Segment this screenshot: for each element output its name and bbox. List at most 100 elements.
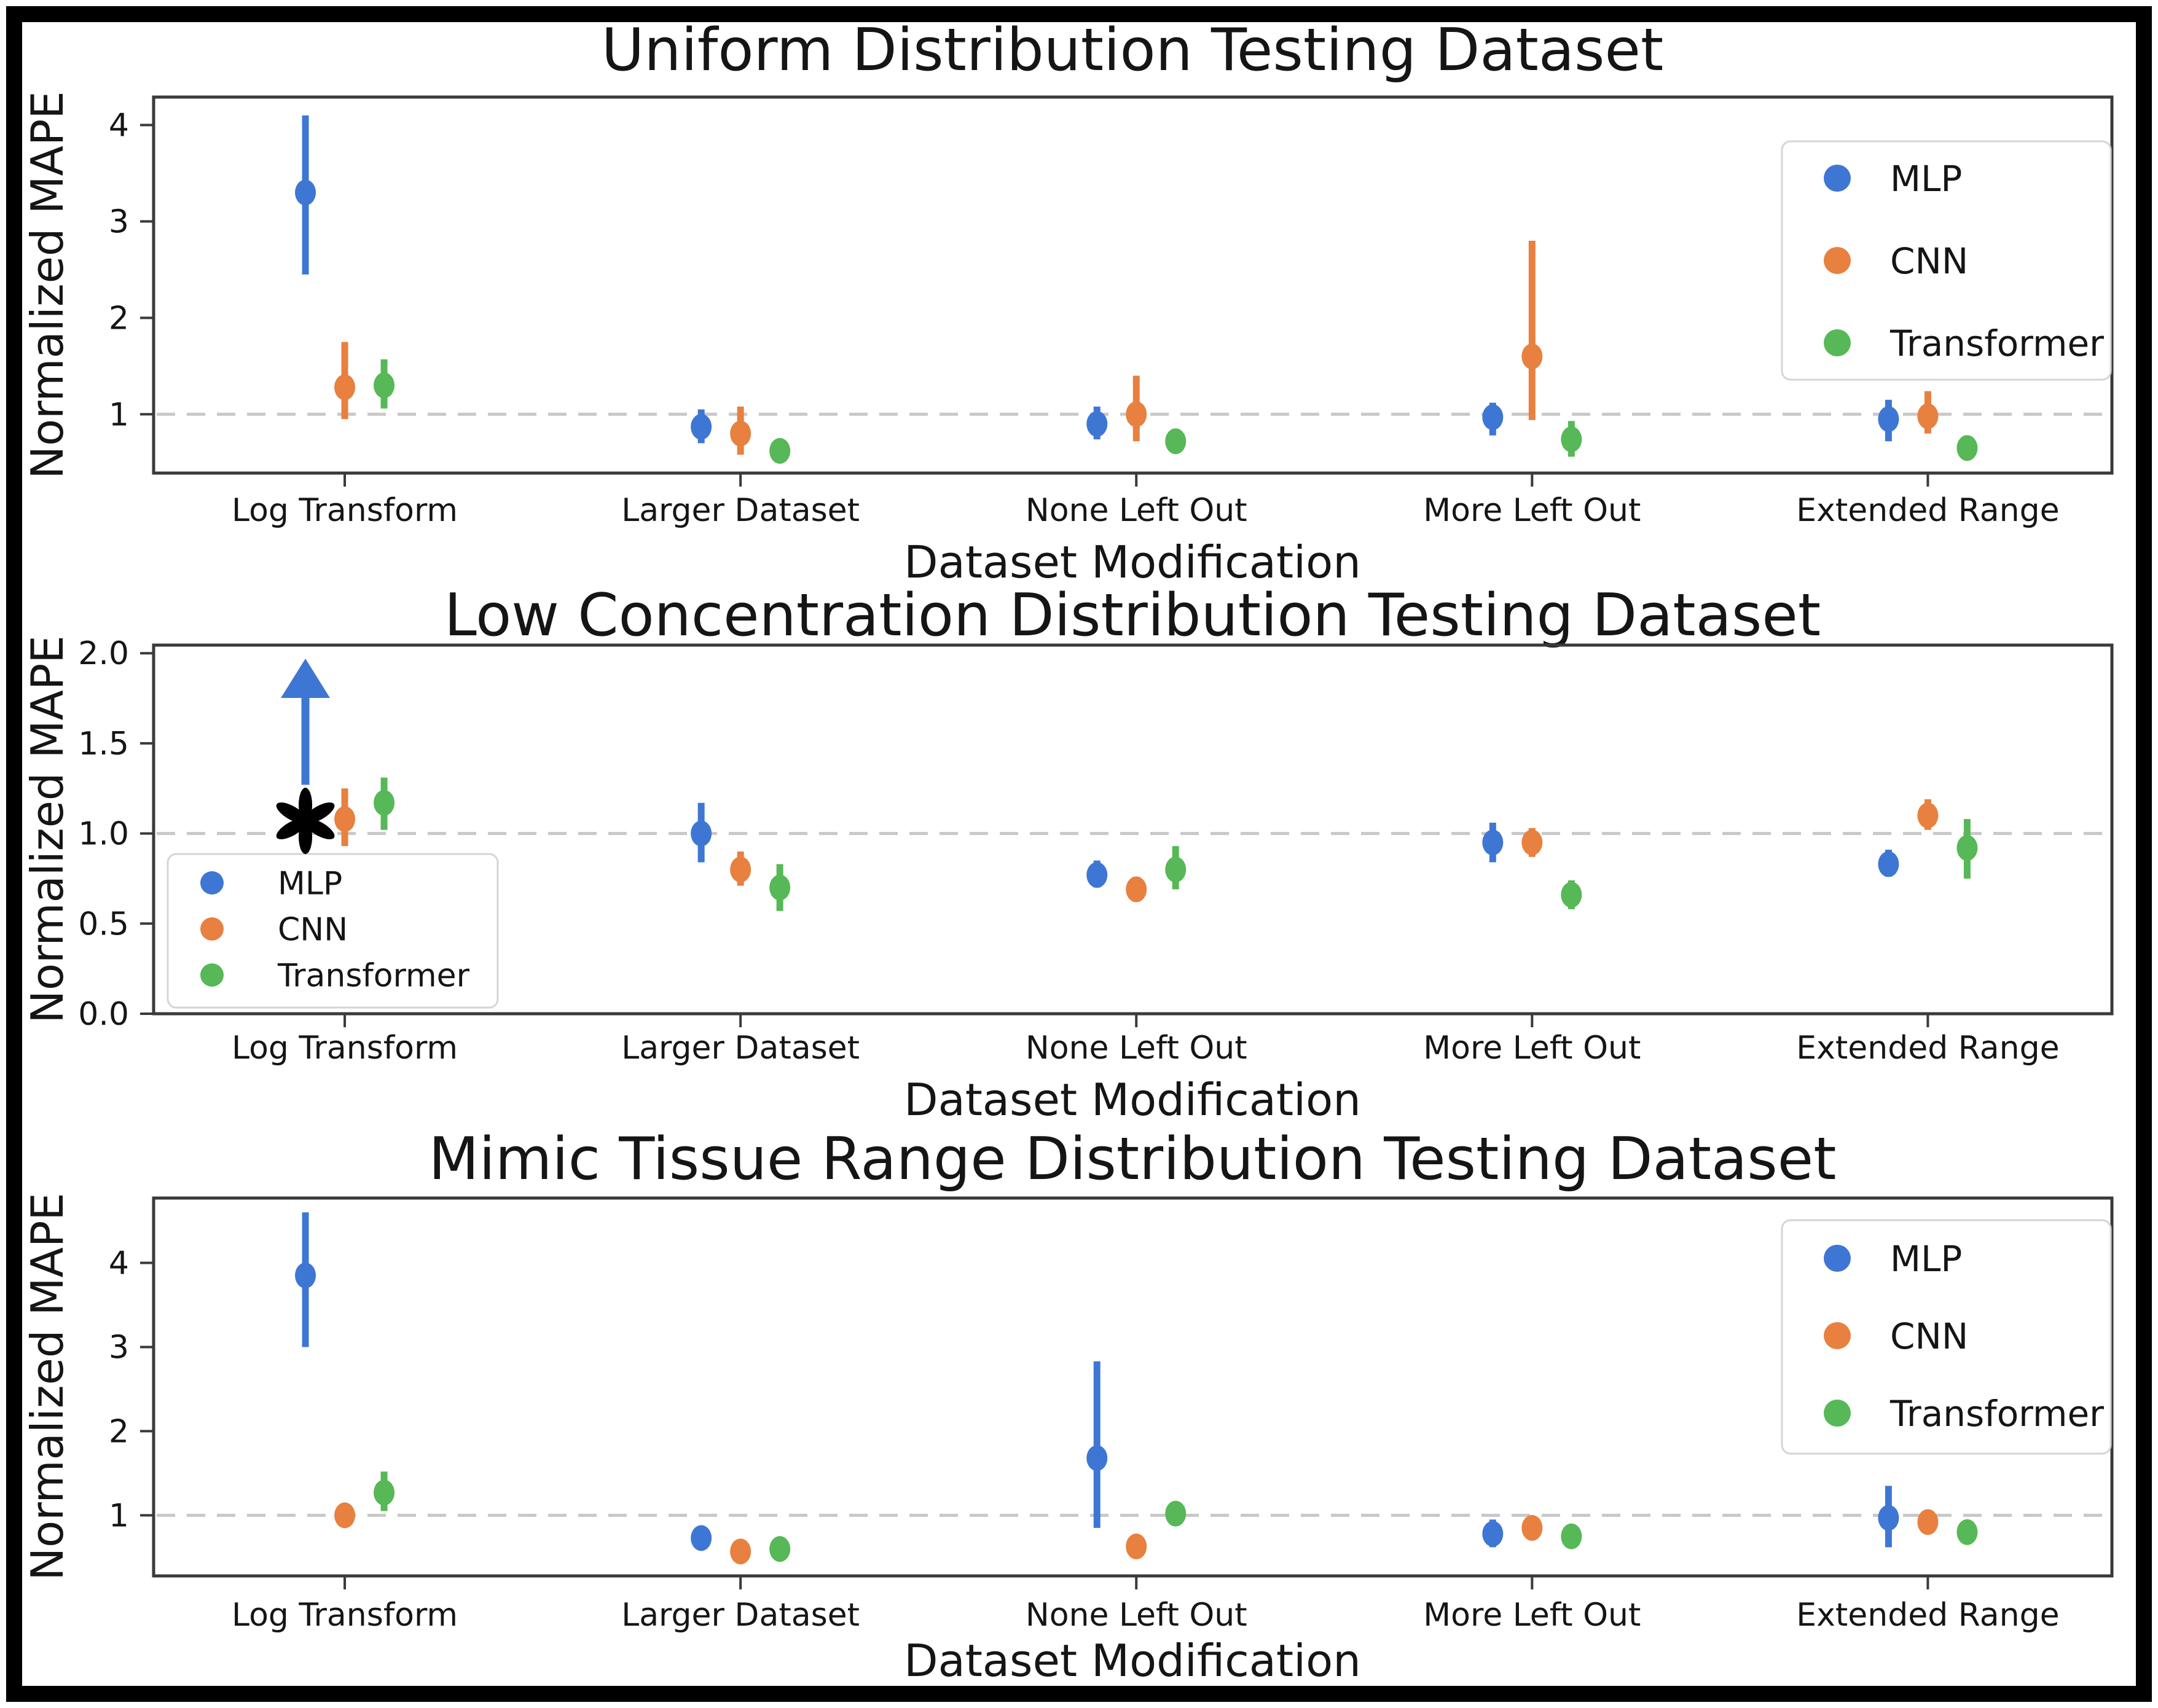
data-point-mlp [691, 1525, 712, 1551]
data-point-transformer [1956, 1519, 1978, 1545]
x-tick-label: None Left Out [1026, 1597, 1247, 1634]
x-tick-label: None Left Out [1026, 492, 1247, 529]
x-tick-label: Log Transform [232, 1597, 458, 1634]
y-tick-label: 4 [109, 108, 129, 144]
data-point-cnn [730, 856, 751, 883]
data-point-cnn [730, 1538, 751, 1565]
y-tick-label: 0.0 [78, 996, 129, 1033]
asterisk-petal [276, 802, 307, 823]
data-point-cnn [1917, 802, 1939, 829]
x-tick-label: Extended Range [1796, 1030, 2059, 1067]
legend-label-mlp: MLP [278, 866, 342, 903]
data-point-cnn [1126, 1534, 1147, 1560]
y-tick-label: 2 [109, 300, 129, 337]
legend-label-cnn: CNN [1890, 240, 1968, 282]
x-tick-label: Extended Range [1796, 1597, 2059, 1634]
data-point-transformer [769, 1536, 791, 1562]
y-tick-label: 4 [109, 1245, 129, 1282]
data-point-transformer [374, 789, 395, 816]
data-point-mlp [1086, 862, 1108, 888]
data-point-transformer [769, 874, 791, 901]
y-tick-label: 2.0 [78, 635, 129, 672]
data-point-mlp [1482, 404, 1504, 430]
x-tick-label: None Left Out [1026, 1030, 1247, 1067]
figure-frame: Uniform Distribution Testing Dataset Dat… [6, 6, 2152, 1702]
x-axis-label: Dataset Modification [904, 1074, 1361, 1126]
data-point-cnn [334, 1502, 356, 1529]
y-tick-label: 3 [109, 1329, 129, 1366]
x-tick-label: More Left Out [1423, 1030, 1641, 1067]
data-point-cnn [1521, 1514, 1543, 1541]
chart-title: Low Concentration Distribution Testing D… [444, 582, 1821, 649]
data-point-mlp [1086, 410, 1108, 437]
data-point-cnn [1126, 401, 1147, 428]
data-point-mlp [1878, 406, 1899, 433]
x-tick-label: Larger Dataset [621, 1597, 860, 1634]
data-point-mlp [1482, 1521, 1504, 1547]
subplot-mimic-tissue: Mimic Tissue Range Distribution Testing … [22, 1126, 2114, 1686]
legend-marker-cnn [200, 917, 224, 941]
data-point-cnn [730, 420, 751, 447]
data-point-transformer [1956, 435, 1978, 461]
y-axis-label: Normalized MAPE [22, 91, 73, 479]
legend-marker-mlp [1824, 165, 1851, 192]
legend-label-cnn: CNN [1890, 1315, 1968, 1357]
data-point-mlp [1086, 1445, 1108, 1471]
axes-spines [152, 643, 2114, 1016]
data-point-mlp [691, 413, 712, 440]
legend-label-transformer: Transformer [1889, 1393, 2104, 1435]
x-tick-label: Extended Range [1796, 492, 2059, 529]
y-tick-label: 1.5 [78, 726, 129, 762]
chart-title: Mimic Tissue Range Distribution Testing … [429, 1126, 1837, 1193]
y-tick-label: 1.0 [78, 816, 129, 853]
y-tick-label: 0.5 [78, 906, 129, 942]
data-point-transformer [374, 372, 395, 399]
x-axis-label: Dataset Modification [904, 1635, 1361, 1686]
x-tick-label: Larger Dataset [621, 492, 860, 529]
x-tick-label: More Left Out [1423, 1597, 1641, 1634]
data-point-transformer [374, 1479, 395, 1506]
data-point-mlp [1878, 851, 1899, 877]
significance-asterisk [276, 788, 335, 855]
data-point-cnn [1917, 403, 1939, 429]
data-point-cnn [334, 806, 356, 832]
y-tick-label: 1 [109, 396, 129, 433]
data-point-cnn [1126, 876, 1147, 903]
data-point-cnn [1917, 1509, 1939, 1535]
legend-marker-transformer [1824, 1400, 1851, 1427]
legend-marker-transformer [200, 963, 224, 987]
subplot-uniform: Uniform Distribution Testing Dataset Dat… [22, 22, 2114, 588]
y-tick-label: 1 [109, 1497, 129, 1534]
y-tick-label: 2 [109, 1413, 129, 1450]
legend-label-transformer: Transformer [1889, 323, 2104, 364]
legend-label-transformer: Transformer [277, 958, 470, 995]
legend-box [1781, 140, 2112, 381]
data-point-transformer [1956, 835, 1978, 861]
legend-box [167, 853, 499, 1009]
legend-label-mlp: MLP [1890, 1238, 1962, 1280]
x-tick-label: More Left Out [1423, 492, 1641, 529]
legend-marker-mlp [200, 871, 224, 895]
data-point-transformer [1165, 1500, 1187, 1527]
subplot-low-concentration: Low Concentration Distribution Testing D… [22, 582, 2114, 1126]
y-axis-label: Normalized MAPE [22, 1193, 73, 1580]
data-point-mlp [295, 179, 316, 206]
legend-label-cnn: CNN [278, 912, 348, 949]
data-point-mlp [295, 1263, 316, 1289]
data-point-mlp [1878, 1505, 1899, 1531]
data-point-transformer [1165, 856, 1187, 883]
asterisk-petal [304, 802, 335, 823]
data-point-transformer [1561, 882, 1582, 908]
x-tick-label: Log Transform [232, 1030, 458, 1067]
data-point-transformer [769, 437, 791, 464]
legend-marker-transformer [1824, 329, 1851, 356]
legend-marker-cnn [1824, 247, 1851, 274]
data-point-mlp [1482, 829, 1504, 856]
data-point-transformer [1561, 426, 1582, 453]
asterisk-petal [304, 818, 335, 839]
data-point-cnn [334, 374, 356, 401]
y-axis-label: Normalized MAPE [22, 635, 73, 1023]
legend-box [1781, 1219, 2112, 1455]
asterisk-petal [276, 818, 307, 839]
data-point-transformer [1561, 1523, 1582, 1549]
